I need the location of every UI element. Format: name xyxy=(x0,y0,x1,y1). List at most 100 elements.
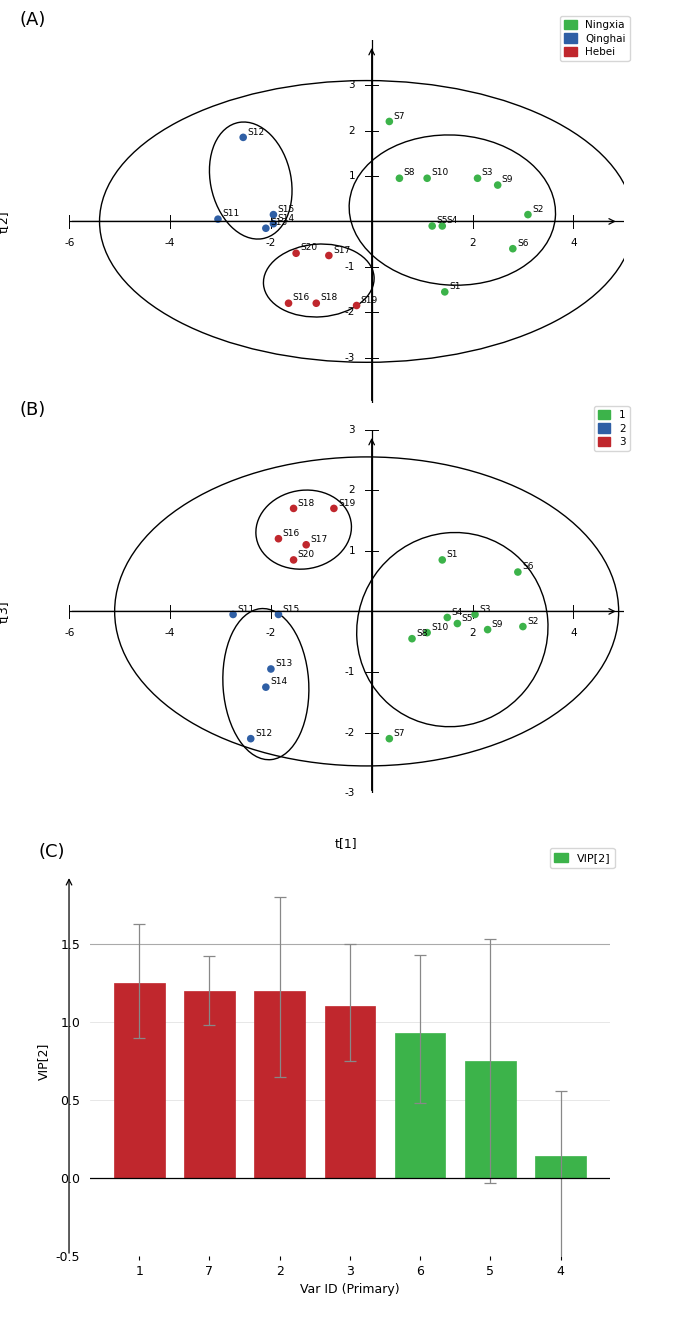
Text: S11: S11 xyxy=(222,209,239,218)
Point xyxy=(245,728,256,750)
Point xyxy=(421,168,432,189)
Point xyxy=(351,295,362,316)
Point xyxy=(439,282,450,303)
Point xyxy=(407,628,418,649)
Point xyxy=(394,168,405,189)
Text: S16: S16 xyxy=(292,293,310,303)
Text: S8: S8 xyxy=(403,168,415,177)
Point xyxy=(301,534,312,555)
Text: S19: S19 xyxy=(361,296,378,305)
Text: S2: S2 xyxy=(532,205,543,214)
Text: S14: S14 xyxy=(278,214,295,223)
Text: -3: -3 xyxy=(344,788,355,798)
Text: S16: S16 xyxy=(283,529,300,538)
Point xyxy=(384,111,395,132)
Point xyxy=(441,607,453,628)
Point xyxy=(290,243,301,264)
Bar xyxy=(254,990,305,1178)
Text: t[3]: t[3] xyxy=(0,600,9,623)
Text: t[2]: t[2] xyxy=(0,210,9,233)
Point xyxy=(261,218,272,239)
Text: S10: S10 xyxy=(431,168,448,177)
Text: S2: S2 xyxy=(527,617,538,625)
Point xyxy=(273,604,284,625)
Point xyxy=(472,168,483,189)
Point xyxy=(427,215,438,237)
Text: S17: S17 xyxy=(333,246,350,255)
Text: 3: 3 xyxy=(349,424,355,435)
Text: S5: S5 xyxy=(462,613,473,623)
Text: S3: S3 xyxy=(482,168,493,177)
Text: -2: -2 xyxy=(265,238,276,247)
Text: S20: S20 xyxy=(298,550,315,559)
Point xyxy=(492,175,503,196)
Text: 1: 1 xyxy=(349,171,355,181)
Bar xyxy=(114,984,164,1178)
Point xyxy=(310,292,322,313)
Text: S7: S7 xyxy=(394,111,405,120)
Text: -6: -6 xyxy=(64,628,74,637)
Point xyxy=(437,550,448,571)
Text: 2: 2 xyxy=(349,126,355,136)
Text: S13: S13 xyxy=(275,660,292,668)
Bar xyxy=(395,1032,446,1178)
Bar xyxy=(465,1060,516,1178)
Text: S1: S1 xyxy=(449,282,460,291)
Point xyxy=(273,527,284,550)
Point xyxy=(482,619,493,640)
Text: S1: S1 xyxy=(446,550,458,559)
Text: S11: S11 xyxy=(237,604,254,613)
Point xyxy=(518,616,529,637)
Bar xyxy=(325,1006,375,1178)
Text: 2: 2 xyxy=(349,485,355,496)
Point xyxy=(227,604,238,625)
Point xyxy=(268,204,279,225)
Text: (B): (B) xyxy=(19,401,46,419)
X-axis label: Var ID (Primary): Var ID (Primary) xyxy=(300,1284,400,1297)
Text: -2: -2 xyxy=(344,727,355,738)
Text: S18: S18 xyxy=(298,498,315,508)
Point xyxy=(213,209,224,230)
Point xyxy=(265,658,277,680)
Text: -2: -2 xyxy=(344,307,355,317)
Text: S12: S12 xyxy=(255,728,272,738)
Point xyxy=(283,292,294,313)
Text: S12: S12 xyxy=(247,128,265,136)
Point xyxy=(268,213,279,234)
Text: S9: S9 xyxy=(502,176,514,184)
Text: S4: S4 xyxy=(446,217,458,225)
Text: 2: 2 xyxy=(469,628,476,637)
Point xyxy=(324,245,335,266)
Text: S18: S18 xyxy=(320,293,337,303)
Bar xyxy=(184,990,235,1178)
Text: 2: 2 xyxy=(469,238,476,247)
Text: S10: S10 xyxy=(431,623,448,632)
Text: S9: S9 xyxy=(492,620,503,629)
Y-axis label: VIP[2]: VIP[2] xyxy=(37,1042,51,1080)
Text: S19: S19 xyxy=(338,498,356,508)
Text: 3: 3 xyxy=(349,81,355,90)
Text: S8: S8 xyxy=(416,629,428,639)
Text: S15: S15 xyxy=(278,205,295,214)
Point xyxy=(452,613,463,635)
Point xyxy=(507,238,518,259)
Text: 4: 4 xyxy=(570,238,577,247)
Text: S6: S6 xyxy=(517,239,529,249)
Text: 4: 4 xyxy=(570,628,577,637)
Text: S17: S17 xyxy=(310,535,328,543)
Text: t[1]: t[1] xyxy=(335,447,358,460)
Text: S6: S6 xyxy=(522,562,534,571)
Point xyxy=(421,623,432,644)
Point xyxy=(469,604,480,625)
Text: 1: 1 xyxy=(349,546,355,555)
Text: (C): (C) xyxy=(38,842,64,861)
Point xyxy=(288,550,299,571)
Text: -6: -6 xyxy=(64,238,74,247)
Text: S7: S7 xyxy=(394,728,405,738)
Legend: VIP[2]: VIP[2] xyxy=(550,849,615,867)
Text: t[1]: t[1] xyxy=(335,837,358,850)
Point xyxy=(238,127,249,148)
Text: S3: S3 xyxy=(479,604,491,613)
Text: -2: -2 xyxy=(265,628,276,637)
Text: (A): (A) xyxy=(19,11,46,29)
